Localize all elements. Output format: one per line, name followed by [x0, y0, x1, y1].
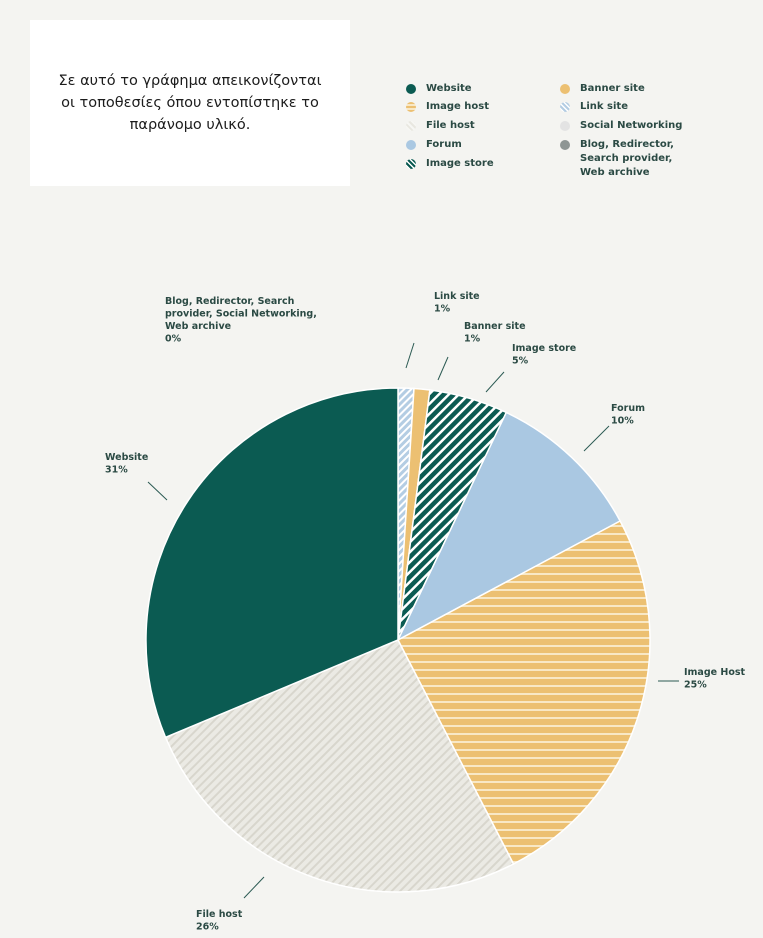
legend-swatch	[406, 121, 416, 131]
legend-item-file-host: File host	[406, 119, 546, 133]
legend: Website Banner site Image host Link site Fil…	[406, 82, 746, 202]
slice-website	[145, 387, 399, 739]
legend-label: Image store	[426, 158, 494, 169]
leader-line-forum	[583, 425, 610, 452]
slice-value-link-site: 1%	[434, 304, 451, 315]
slice-label-image-host: Image Host 25%	[684, 667, 746, 691]
legend-swatch	[406, 159, 416, 169]
slice-forum	[396, 411, 622, 642]
slice-value-image-host: 25%	[684, 680, 707, 691]
slice-label-link-site: Link site 1%	[434, 291, 480, 315]
legend-swatch	[560, 84, 570, 94]
slice-image-host	[396, 519, 651, 865]
legend-swatch	[560, 102, 570, 112]
legend-swatch	[406, 102, 416, 112]
slice-value-blog-redirector-search-provider-social-networking-web-archive: 0%	[165, 334, 182, 345]
legend-label: Website	[426, 83, 472, 94]
legend-item-banner-site: Banner site	[560, 82, 700, 96]
slice-value-file-host: 26%	[196, 922, 219, 933]
legend-swatch	[406, 140, 416, 150]
slice-label-image-store: Image store 5%	[512, 343, 576, 367]
slice-value-forum: 10%	[611, 416, 634, 427]
slice-value-image-store: 5%	[512, 356, 529, 367]
legend-label: Blog, Redirector, Search provider, Web a…	[580, 139, 674, 178]
legend-swatch	[560, 140, 570, 150]
legend-item-blog-redirector-search-provider-web-archive: Blog, Redirector, Search provider, Web a…	[560, 138, 700, 180]
legend-label: Social Networking	[580, 120, 683, 131]
legend-item-social-networking: Social Networking	[560, 119, 700, 133]
slice-file-host	[164, 639, 515, 893]
legend-item-link-site: Link site	[560, 100, 700, 114]
legend-item-image-host: Image host	[406, 100, 546, 114]
legend-label: File host	[426, 120, 475, 131]
slice-value-banner-site: 1%	[464, 334, 481, 345]
leader-line-image-store	[485, 371, 505, 393]
legend-swatch	[406, 84, 416, 94]
caption-box: Σε αυτό το γράφημα απεικονίζονται οι τοπ…	[30, 20, 350, 186]
slice-label-file-host: File host 26%	[196, 909, 243, 933]
leader-line-website	[147, 481, 168, 501]
legend-item-forum: Forum	[406, 138, 546, 152]
leader-line-banner-site	[437, 356, 449, 381]
legend-item-website: Website	[406, 82, 546, 96]
leader-line-file-host	[243, 876, 265, 899]
slice-label-banner-site: Banner site 1%	[464, 321, 526, 345]
leader-line-link-site	[405, 342, 415, 369]
legend-label: Image host	[426, 101, 490, 112]
slice-label-website: Website 31%	[105, 452, 148, 476]
legend-label: Banner site	[580, 83, 645, 94]
slice-label-forum: Forum 10%	[611, 403, 645, 427]
slice-value-website: 31%	[105, 465, 128, 476]
legend-label: Forum	[426, 139, 462, 150]
caption-text: Σε αυτό το γράφημα απεικονίζονται οι τοπ…	[58, 73, 322, 133]
legend-item-image-store: Image store	[406, 157, 546, 171]
legend-swatch	[560, 121, 570, 131]
legend-label: Link site	[580, 101, 628, 112]
slice-label-blog-redirector-search-provider-social-networking-web-archive: Blog, Redirector, Search provider, Social…	[165, 296, 317, 345]
